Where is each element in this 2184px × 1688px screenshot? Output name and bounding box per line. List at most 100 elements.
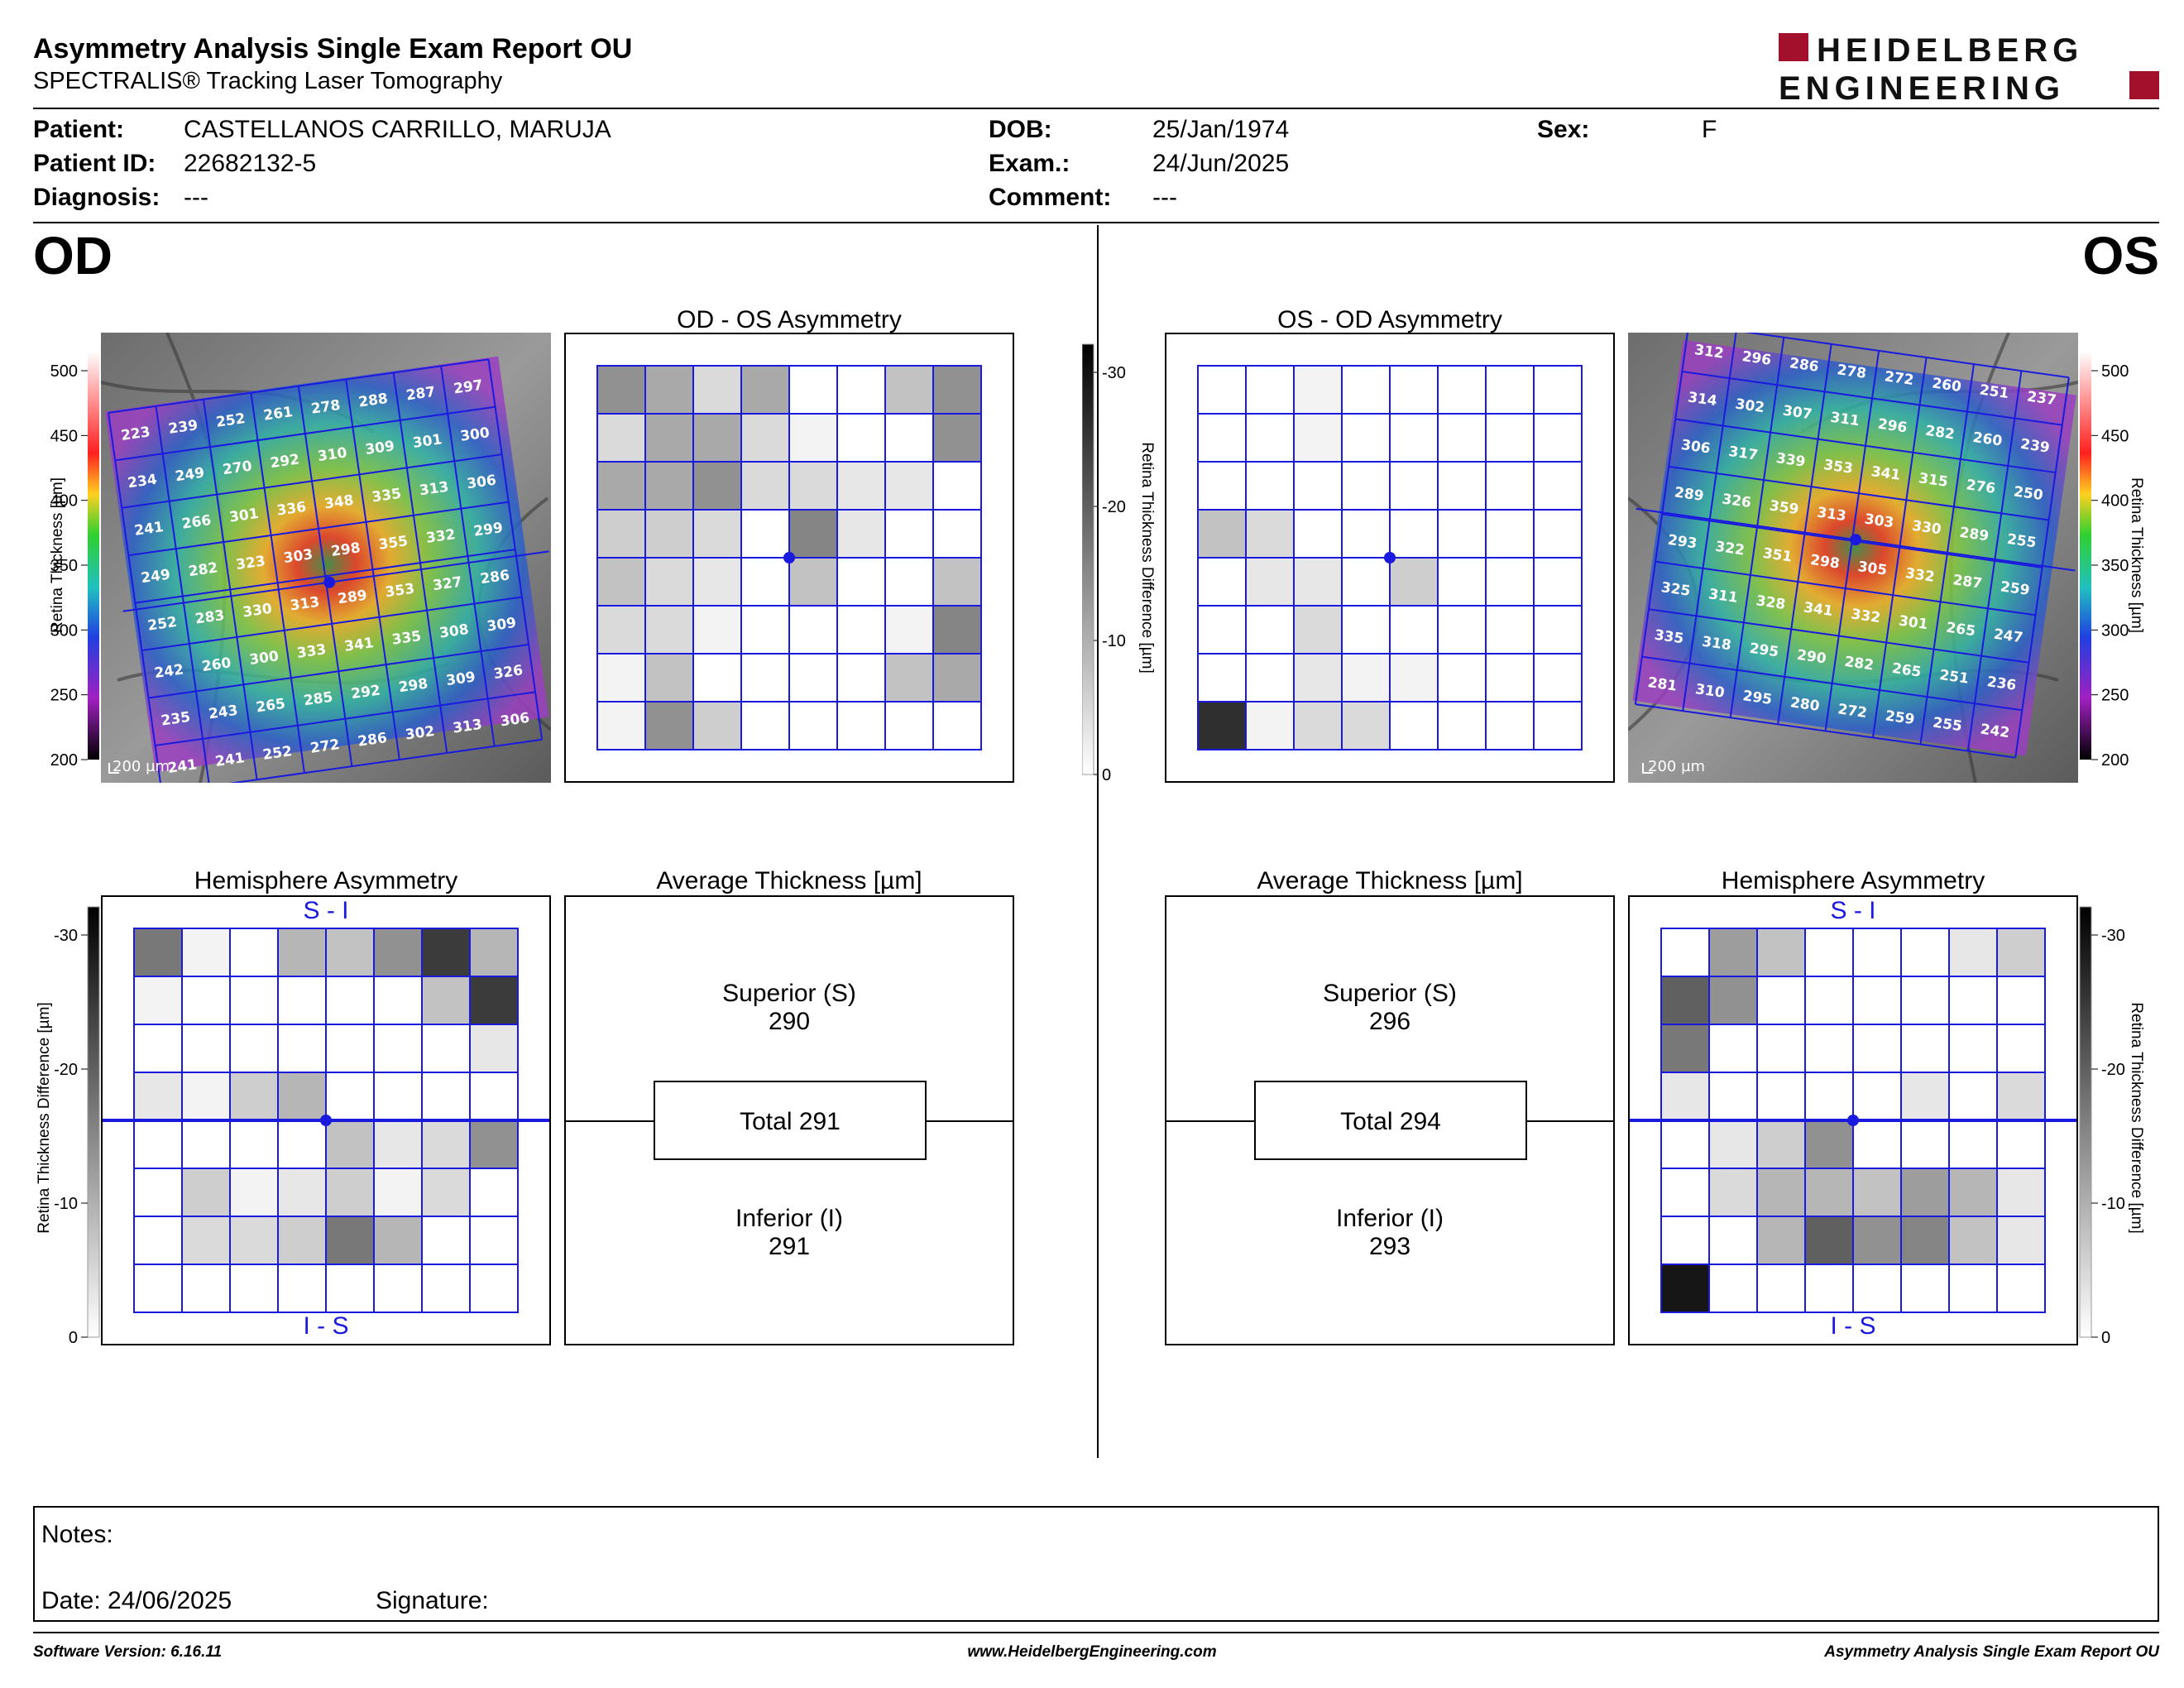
- asymmetry-cell: [884, 413, 934, 463]
- od-thickness-map: 223 239 252 261 278 288 287 297 234 249 270 292 310 3…: [101, 333, 551, 783]
- asymmetry-cell: [788, 509, 838, 559]
- asymmetry-cell: [421, 1264, 471, 1313]
- fovea-marker: [1847, 1115, 1859, 1126]
- asymmetry-cell: [325, 1024, 375, 1073]
- os-thickness-value: 332: [1850, 606, 1881, 626]
- od-hemi-title: Hemisphere Asymmetry: [194, 867, 458, 894]
- asymmetry-cell: [325, 1216, 375, 1265]
- od-superior-label: Superior (S): [722, 980, 856, 1007]
- asymmetry-cell: [692, 365, 742, 415]
- asymmetry-cell: [1245, 653, 1295, 703]
- notes-box[interactable]: Notes: Date: 24/06/2025 Signature:: [33, 1506, 2159, 1622]
- od-thickness-value: 241: [214, 750, 246, 770]
- asymmetry-cell: [644, 509, 694, 559]
- asymmetry-cell: [1245, 701, 1295, 750]
- thickness-tick-label: 450: [50, 427, 78, 445]
- asymmetry-cell: [373, 1024, 423, 1073]
- asymmetry-cell: [1852, 1216, 1902, 1265]
- patient-label: Patient:: [33, 116, 125, 143]
- asymmetry-cell: [1996, 1024, 2046, 1073]
- os-thickness-value: 341: [1803, 599, 1834, 620]
- od-thickness-value: 323: [235, 553, 266, 573]
- asymmetry-cell: [1708, 1264, 1758, 1313]
- asymmetry-cell: [596, 701, 646, 750]
- asymmetry-cell: [788, 461, 838, 511]
- os-thickness-value: 251: [1979, 381, 2010, 402]
- od-hemi-diff-scale-label: Retina Thickness Difference [µm]: [36, 1002, 53, 1234]
- asymmetry-cell: [1293, 653, 1343, 703]
- asymmetry-cell: [884, 605, 934, 655]
- od-thickness-value: 330: [242, 601, 273, 621]
- header-divider: [33, 108, 2159, 109]
- os-thickness-value: 286: [1789, 355, 1820, 376]
- od-superior-value: 290: [768, 1008, 811, 1035]
- asymmetry-cell: [1341, 701, 1391, 750]
- asymmetry-cell: [1804, 1264, 1854, 1313]
- difference-tick-label: -30: [54, 927, 78, 945]
- os-thickness-value: 251: [1938, 667, 1970, 688]
- os-superior-label: Superior (S): [1323, 980, 1457, 1007]
- od-thickness-value: 309: [486, 615, 517, 635]
- asymmetry-cell: [133, 1264, 183, 1313]
- difference-tick-label: -20: [2101, 1061, 2125, 1079]
- asymmetry-cell: [740, 653, 790, 703]
- os-total: Total 294: [1254, 1081, 1527, 1160]
- asymmetry-cell: [277, 1072, 327, 1121]
- asymmetry-cell: [932, 413, 982, 463]
- asymmetry-cell: [1197, 365, 1247, 415]
- asymmetry-cell: [836, 653, 886, 703]
- asymmetry-cell: [1293, 605, 1343, 655]
- asymmetry-cell: [1756, 976, 1806, 1025]
- asymmetry-cell: [596, 653, 646, 703]
- od-thickness-value: 282: [188, 559, 219, 580]
- os-thickness-value: 259: [2000, 578, 2031, 599]
- od-thickness-value: 223: [120, 424, 151, 444]
- od-thickness-value: 300: [459, 424, 491, 445]
- thickness-tick-label: 200: [2101, 751, 2129, 770]
- asymmetry-cell: [1948, 976, 1998, 1025]
- asymmetry-cell: [1756, 1216, 1806, 1265]
- os-thickness-value: 359: [1769, 497, 1800, 518]
- od-avg-title: Average Thickness [µm]: [656, 867, 922, 894]
- asymmetry-cell: [133, 1024, 183, 1073]
- os-thickness-map: 312 296 286 278 272 260 251 237 314 302 307 311 296 2…: [1628, 333, 2078, 783]
- os-thickness-value: 311: [1707, 586, 1739, 607]
- asymmetry-cell: [1756, 1264, 1806, 1313]
- od-thickness-value: 241: [166, 756, 198, 777]
- asymmetry-cell: [1245, 509, 1295, 559]
- asymmetry-cell: [1660, 928, 1710, 977]
- os-thickness-value: 330: [1911, 518, 1942, 539]
- os-thickness-value: 272: [1884, 368, 1915, 389]
- difference-tick-label: -20: [54, 1061, 78, 1079]
- diagnosis-label: Diagnosis:: [33, 184, 160, 211]
- os-thickness-value: 265: [1945, 620, 1976, 640]
- asymmetry-cell: [836, 701, 886, 750]
- asymmetry-cell: [469, 1168, 519, 1217]
- eye-label-os: OS: [2082, 226, 2159, 285]
- os-asym-panel: [1165, 333, 1615, 783]
- os-thickness-value: 290: [1796, 647, 1827, 668]
- fovea-marker: [1384, 552, 1396, 563]
- asymmetry-cell: [277, 1024, 327, 1073]
- asymmetry-cell: [1756, 1024, 1806, 1073]
- asymmetry-cell: [1948, 1024, 1998, 1073]
- asymmetry-cell: [932, 365, 982, 415]
- eye-label-od: OD: [33, 226, 113, 285]
- logo-line1: HEIDELBERG: [1817, 32, 2083, 69]
- asymmetry-cell: [1485, 557, 1535, 607]
- os-inferior-label: Inferior (I): [1335, 1205, 1444, 1232]
- asymmetry-cell: [1708, 976, 1758, 1025]
- asymmetry-cell: [181, 1168, 231, 1217]
- os-thickness-value: 280: [1789, 694, 1821, 715]
- asymmetry-cell: [1533, 509, 1583, 559]
- signature-label: Signature:: [376, 1587, 489, 1614]
- asymmetry-cell: [788, 605, 838, 655]
- asymmetry-cell: [373, 1168, 423, 1217]
- website-link[interactable]: www.HeidelbergEngineering.com: [967, 1643, 1217, 1661]
- asymmetry-cell: [1437, 701, 1487, 750]
- od-thickness-value: 278: [310, 397, 342, 418]
- os-thickness-value: 332: [1904, 565, 1936, 586]
- os-thickness-value: 310: [1694, 681, 1726, 702]
- asymmetry-cell: [1437, 605, 1487, 655]
- asymmetry-cell: [1293, 557, 1343, 607]
